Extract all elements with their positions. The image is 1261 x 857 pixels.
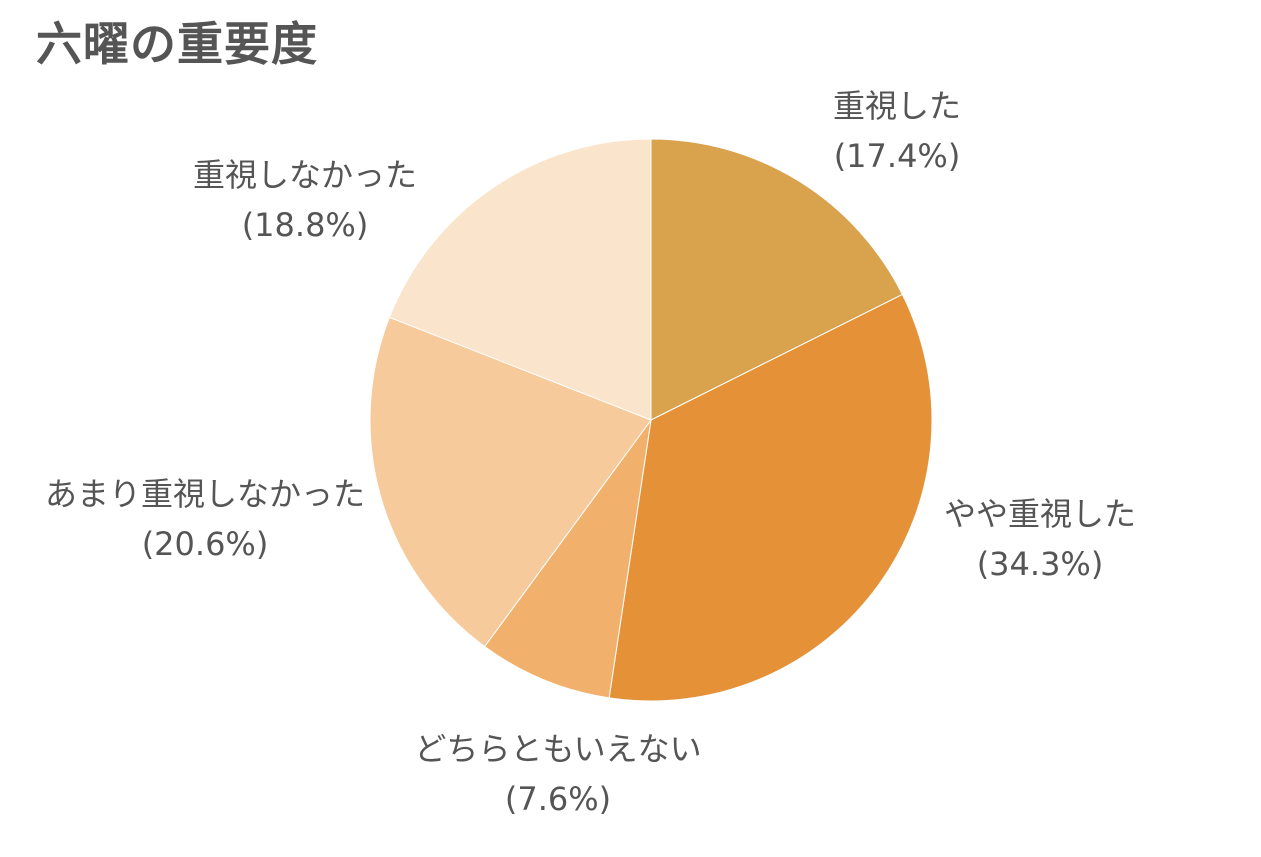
chart-title: 六曜の重要度 bbox=[36, 17, 318, 71]
slice-value-5: (18.8%) bbox=[242, 206, 369, 244]
slice-value-3: (7.6%) bbox=[505, 780, 611, 818]
slice-value-2: (34.3%) bbox=[977, 545, 1104, 583]
slice-label-1: 重視した bbox=[833, 87, 961, 125]
slice-label-5: 重視しなかった bbox=[193, 156, 417, 194]
pie-slices bbox=[369, 138, 933, 702]
pie-labels: 重視した (17.4%) やや重視した (34.3%) どちらともいえない (7.6%) あ… bbox=[45, 87, 1136, 818]
pie-slice-1 bbox=[650, 138, 904, 421]
pie-slice-5 bbox=[388, 138, 652, 421]
slice-value-4: (20.6%) bbox=[142, 525, 269, 563]
slice-value-1: (17.4%) bbox=[834, 137, 961, 175]
pie-slice-4 bbox=[369, 316, 652, 648]
pie-slice-2 bbox=[608, 293, 933, 702]
slice-label-3: どちらともいえない bbox=[414, 730, 701, 768]
pie-slice-3 bbox=[483, 419, 652, 699]
slice-label-2: やや重視した bbox=[944, 495, 1136, 533]
slice-label-4: あまり重視しなかった bbox=[45, 475, 365, 513]
